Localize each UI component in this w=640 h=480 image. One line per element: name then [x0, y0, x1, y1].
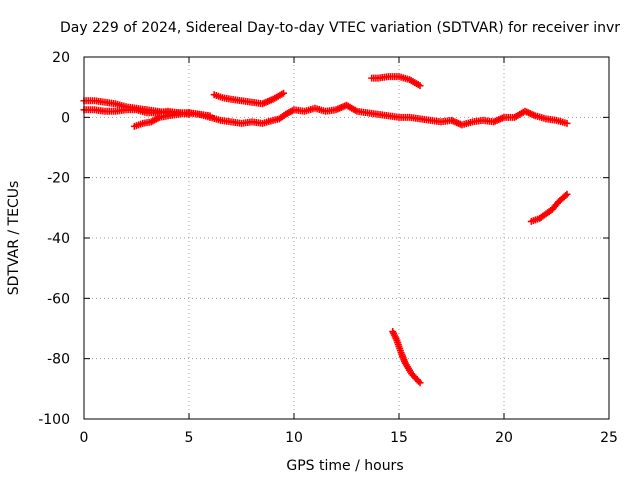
series-main-continuation: [185, 101, 571, 129]
series-arc-6-to-9: [210, 89, 287, 108]
chart-title: Day 229 of 2024, Sidereal Day-to-day VTE…: [60, 20, 620, 36]
data-point: [563, 190, 571, 198]
y-tick-label: 0: [61, 110, 70, 126]
data-point: [280, 89, 287, 97]
series-arc-15-to-16: [389, 328, 424, 387]
y-axis-label: SDTVAR / TECUs: [6, 181, 22, 296]
x-tick-label: 20: [495, 430, 513, 446]
data-point: [416, 82, 424, 90]
data-point: [563, 119, 571, 127]
x-axis-label: GPS time / hours: [286, 458, 403, 474]
axis-ticks: 0 5 10 15 20 25 -100 -80 -60 -40 -20 0 20: [38, 50, 618, 446]
y-tick-label: -100: [38, 412, 70, 428]
y-tick-label: -60: [47, 291, 70, 307]
x-tick-label: 15: [390, 430, 408, 446]
y-tick-label: -40: [47, 231, 70, 247]
x-tick-label: 0: [80, 430, 89, 446]
x-tick-label: 25: [600, 430, 618, 446]
data-point: [415, 377, 423, 385]
data-point: [562, 192, 570, 200]
y-tick-label: -20: [47, 171, 70, 187]
y-tick-label: 20: [52, 50, 70, 66]
data-point: [416, 379, 424, 387]
y-tick-label: -80: [47, 352, 70, 368]
data-points: [80, 73, 571, 387]
x-tick-label: 10: [285, 430, 303, 446]
series-arc-21-to-23: [527, 190, 571, 225]
series-arc-13-to-16: [368, 73, 424, 90]
x-tick-label: 5: [185, 430, 194, 446]
